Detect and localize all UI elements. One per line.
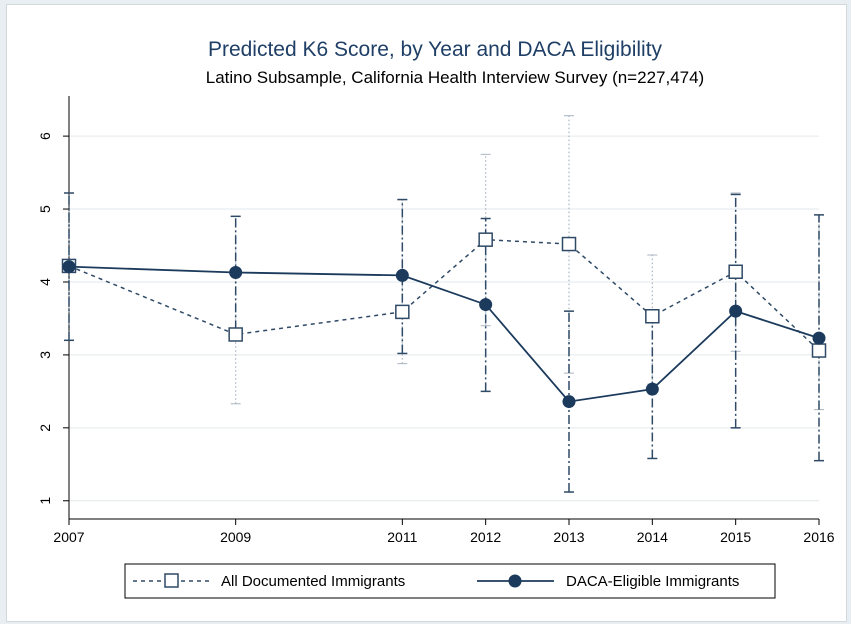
point-daca-2011 [395, 268, 409, 282]
x-tick-label: 2013 [553, 529, 584, 545]
x-tick-label: 2009 [220, 529, 251, 545]
y-tick-label: 6 [37, 132, 53, 140]
point-documented-2013 [561, 236, 577, 252]
point-documented-2012 [478, 232, 493, 247]
x-tick-label: 2016 [803, 529, 834, 545]
point-documented-2009 [228, 327, 243, 342]
y-tick-label: 2 [37, 424, 53, 432]
point-documented-2014 [645, 309, 660, 324]
x-tick-label: 2015 [720, 529, 751, 545]
point-documented-2015 [728, 264, 743, 280]
x-tick-label: 2007 [53, 529, 84, 545]
point-daca-2007 [62, 260, 76, 274]
axes: 1 2 3 4 5 6 2007 2009 2011 2012 2013 2014 2015 2016 [37, 96, 835, 545]
point-daca-2013 [562, 395, 576, 409]
series-markers [61, 232, 827, 409]
legend-label-daca: DACA-Eligible Immigrants [566, 573, 739, 590]
x-tick-label: 2012 [470, 529, 501, 545]
point-daca-2015 [729, 304, 743, 318]
point-daca-2012 [479, 298, 493, 312]
legend-swatch-daca-marker [508, 574, 522, 588]
point-daca-2014 [645, 382, 659, 396]
legend-box [124, 563, 776, 599]
chart-subtitle: Latino Subsample, California Health Inte… [206, 68, 704, 87]
series-lines [68, 238, 820, 403]
point-documented-2016 [811, 343, 827, 358]
y-tick-label: 1 [37, 497, 53, 505]
y-tick-label: 3 [37, 351, 53, 359]
legend-label-documented: All Documented Immigrants [221, 573, 405, 590]
y-tick-label: 5 [37, 205, 53, 213]
gridlines [69, 135, 819, 502]
point-daca-2009 [229, 265, 243, 279]
chart-title: Predicted K6 Score, by Year and DACA Eli… [208, 38, 663, 61]
series-line-daca [68, 265, 820, 403]
series-line-documented [68, 238, 820, 352]
legend-swatch-documented-marker [164, 573, 179, 588]
point-daca-2016 [812, 331, 826, 345]
y-tick-label: 4 [37, 278, 53, 286]
chart-svg: Predicted K6 Score, by Year and DACA Eli… [37, 38, 835, 599]
point-documented-2011 [395, 304, 410, 320]
x-tick-label: 2011 [387, 529, 417, 545]
chart-frame: Predicted K6 Score, by Year and DACA Eli… [6, 4, 847, 622]
x-tick-label: 2014 [637, 529, 668, 545]
legend: All Documented Immigrants DACA-Eligible … [124, 563, 776, 599]
confidence-intervals [64, 115, 824, 493]
